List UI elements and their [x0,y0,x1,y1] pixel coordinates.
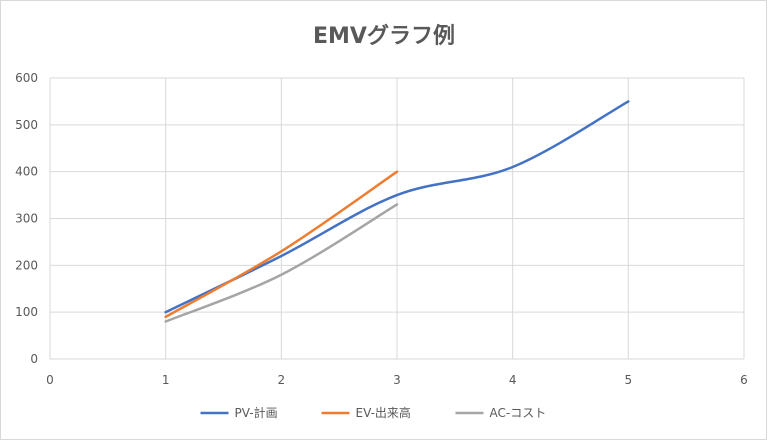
y-tick-label: 600 [15,71,38,85]
x-tick-label: 0 [46,373,54,387]
gridlines [49,77,745,360]
chart-title: EMVグラフ例 [313,23,455,49]
legend-label: EV-出来高 [356,405,411,420]
series-line-3 [164,203,399,323]
legend-item-3: AC-コスト [455,406,547,420]
legend: PV-計画 EV-出来高 AC-コスト [200,405,547,420]
y-tick-label: 100 [15,305,38,319]
y-tick-label: 400 [15,165,38,179]
y-tick-label: 0 [30,352,38,366]
x-axis-tick-labels: 0 1 2 3 4 5 6 [46,373,748,387]
legend-label: AC-コスト [490,406,547,420]
y-tick-label: 200 [15,258,38,272]
x-tick-label: 5 [625,373,633,387]
legend-item-1: PV-計画 [200,405,278,420]
y-tick-label: 300 [15,212,38,226]
x-tick-label: 2 [278,373,286,387]
x-tick-label: 3 [393,373,401,387]
legend-item-2: EV-出来高 [321,405,411,420]
series-lines [164,100,630,323]
legend-label: PV-計画 [235,405,278,420]
x-tick-label: 6 [740,373,748,387]
series-line-2 [164,170,399,319]
y-tick-label: 500 [15,118,38,132]
x-tick-label: 1 [162,373,170,387]
x-tick-label: 4 [509,373,517,387]
y-axis-tick-labels: 0 100 200 300 400 500 600 [15,71,38,366]
